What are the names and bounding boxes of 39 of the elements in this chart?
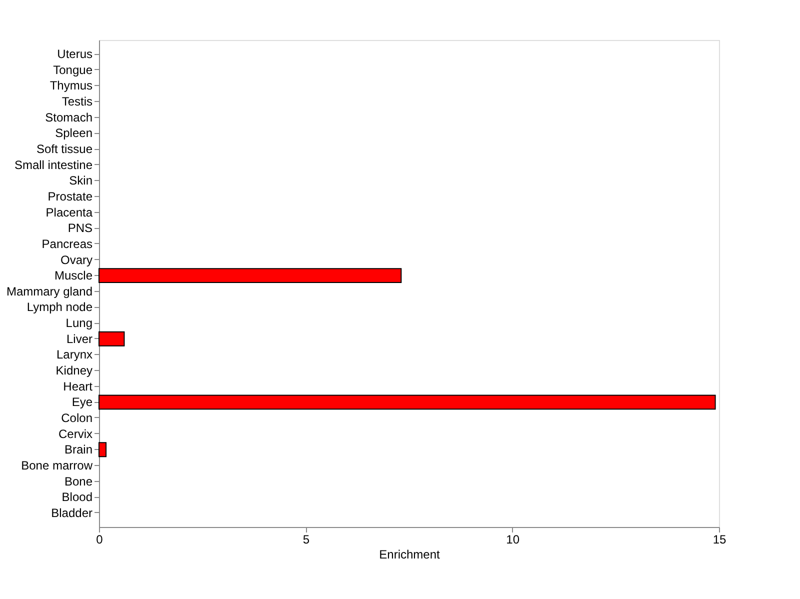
y-tick-label: Pancreas [42, 236, 92, 251]
y-tick-label: Bladder [51, 506, 92, 520]
y-tick-label: Small intestine [14, 158, 93, 172]
y-tick-label: Bone [64, 474, 93, 488]
y-tick-label: Blood [62, 490, 92, 504]
y-tick-label: Brain [64, 442, 92, 457]
bar [98, 268, 402, 284]
x-tick-label: 5 [302, 532, 310, 546]
bar [98, 394, 716, 410]
y-tick-label: Placenta [46, 205, 93, 220]
bar [98, 442, 107, 458]
y-tick-label: Prostate [48, 189, 93, 204]
y-tick-label: Uterus [57, 47, 92, 62]
x-tick-label: 10 [506, 532, 520, 546]
y-tick-label: Lymph node [26, 300, 93, 314]
x-axis-title: Enrichment [379, 548, 441, 562]
y-tick-label: Cervix [58, 426, 92, 441]
y-tick-label: Mammary gland [6, 284, 92, 298]
y-tick-label: Kidney [56, 364, 92, 378]
y-tick-label: PNS [68, 221, 92, 236]
bar [98, 331, 125, 346]
y-tick-label: Thymus [50, 78, 92, 93]
y-tick-label: Stomach [45, 110, 92, 124]
y-tick-label: Spleen [55, 126, 92, 140]
y-tick-label: Testis [62, 94, 92, 109]
x-tick-label: 0 [96, 532, 104, 546]
y-tick-label: Larynx [56, 348, 92, 362]
y-tick-label: Bone marrow [21, 458, 93, 472]
y-tick-label: Soft tissue [36, 142, 93, 156]
x-tick-label: 15 [712, 532, 726, 546]
y-tick-label: Lung [66, 316, 92, 330]
y-tick-label: Liver [66, 332, 92, 346]
y-tick-label: Colon [61, 410, 92, 425]
y-tick-label: Ovary [60, 252, 92, 267]
y-tick-label: Heart [63, 379, 94, 394]
y-tick-label: Eye [72, 395, 93, 410]
y-tick-label: Tongue [53, 62, 93, 77]
y-tick-label: Skin [69, 174, 92, 188]
y-tick-label: Muscle [54, 268, 93, 283]
